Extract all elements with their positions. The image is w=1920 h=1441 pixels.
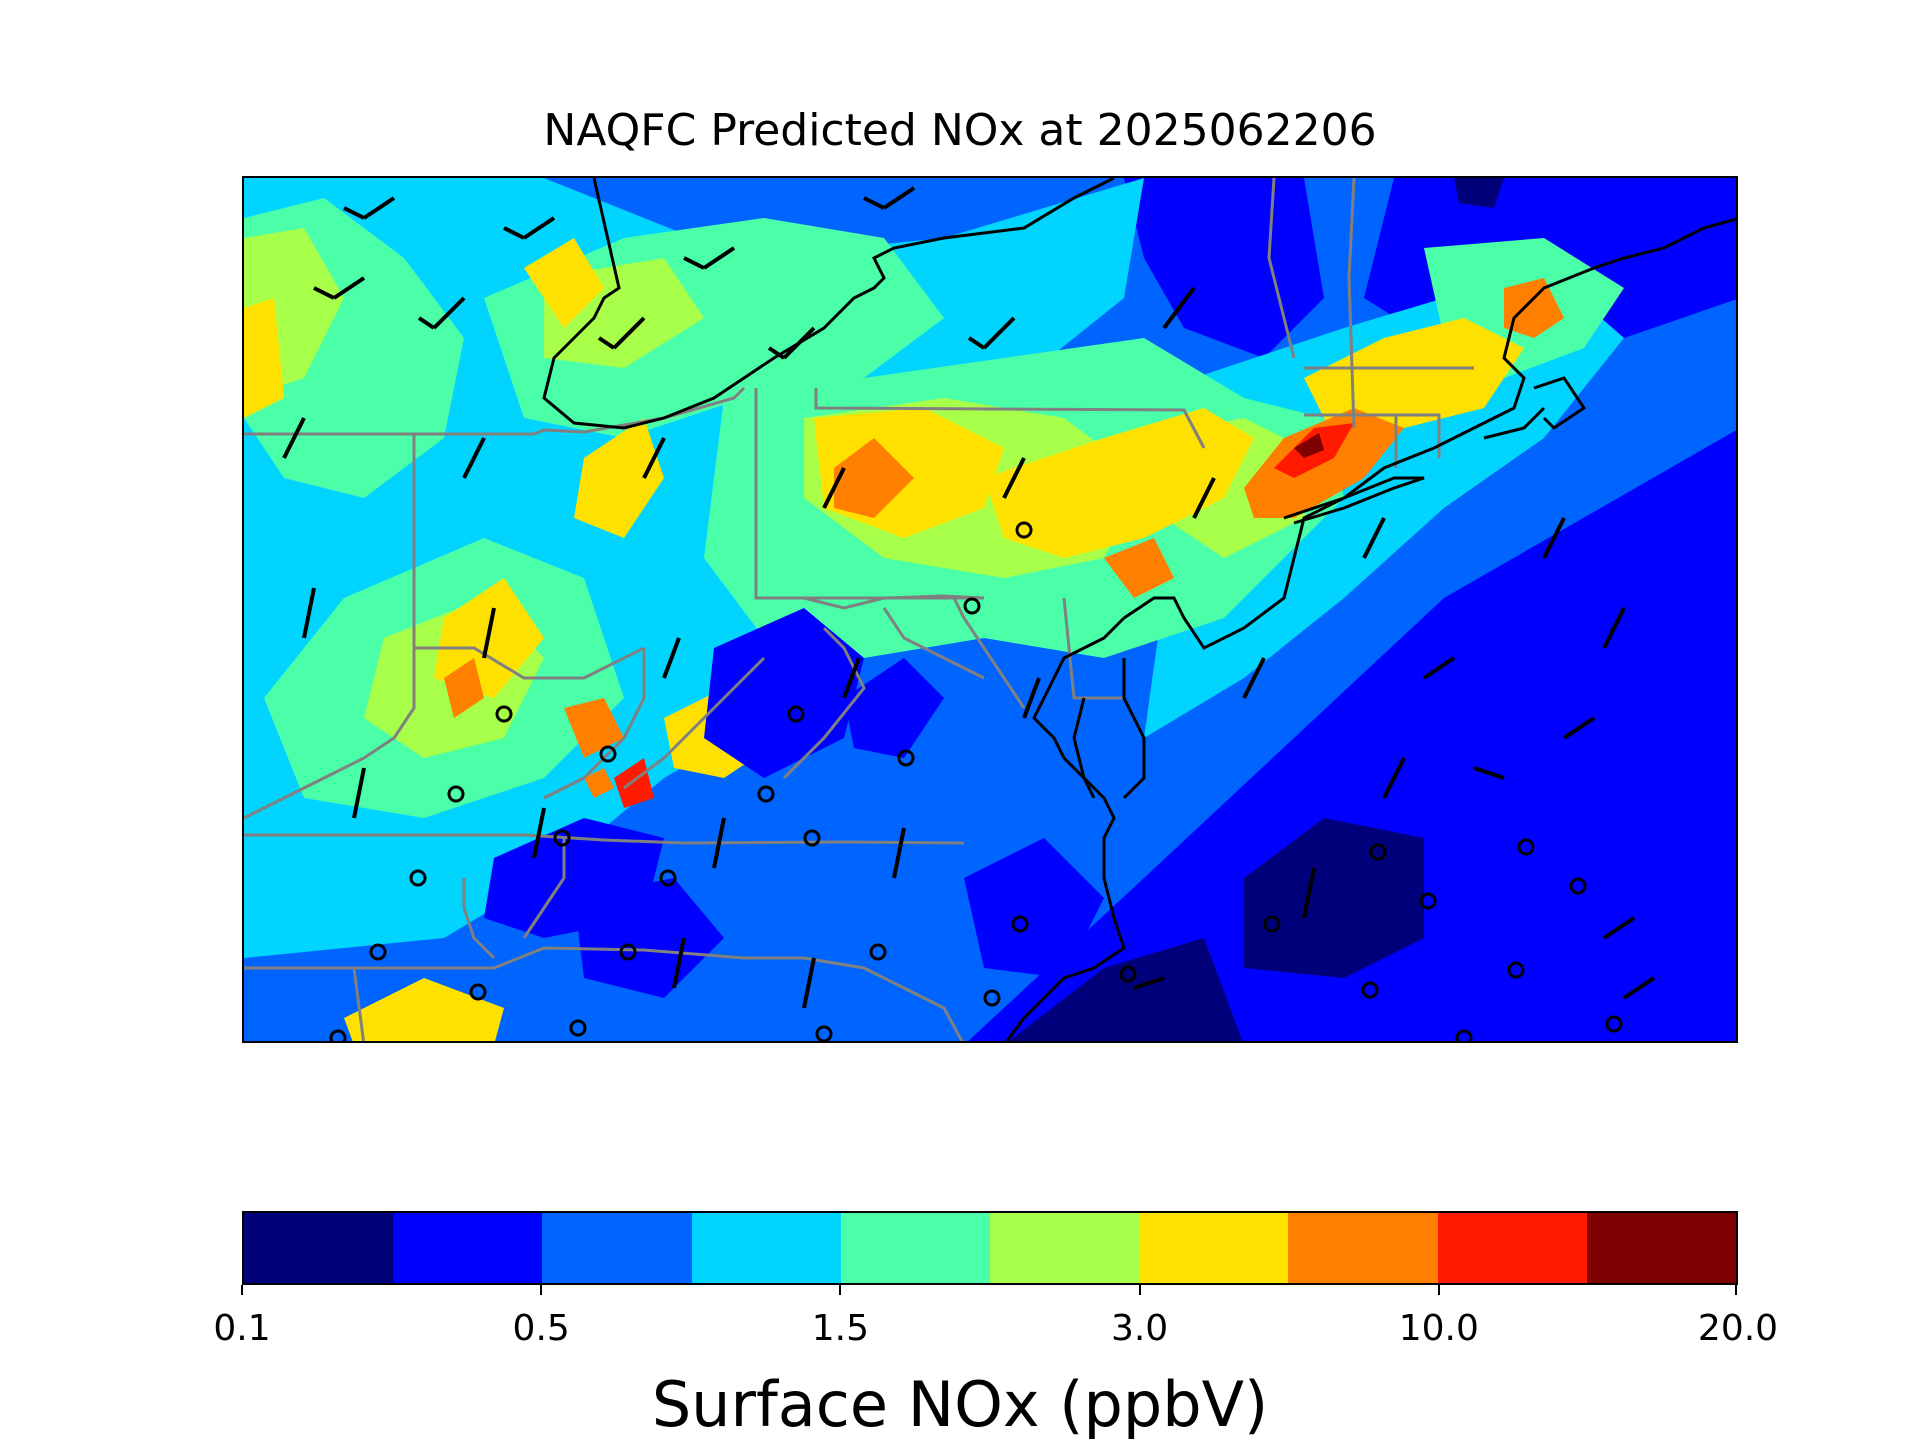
colorbar-tick-label: 10.0 [1398, 1308, 1479, 1349]
wind-barbs [282, 186, 1656, 1009]
nox-map-panel [242, 176, 1738, 1043]
concentration-field [244, 178, 1736, 1041]
colorbar-segment [1288, 1213, 1438, 1283]
colorbar-tick [1138, 1285, 1141, 1295]
calm-wind-markers [329, 521, 1623, 1041]
colorbar-segment [1437, 1213, 1587, 1283]
state-boundaries [244, 178, 1474, 1041]
colorbar-segment [990, 1213, 1140, 1283]
colorbar-label: Surface NOx (ppbV) [651, 1368, 1269, 1441]
colorbar-tick [1735, 1285, 1737, 1295]
nox-concentration-map [244, 178, 1736, 1041]
map-title: NAQFC Predicted NOx at 2025062206 [543, 105, 1377, 156]
colorbar-segment [840, 1213, 991, 1283]
colorbar-segment [542, 1213, 692, 1283]
colorbar-segment [244, 1213, 394, 1283]
colorbar-tick-label: 1.5 [811, 1308, 870, 1349]
colorbar-segment [691, 1213, 841, 1283]
colorbar-tick-label: 20.0 [1697, 1308, 1779, 1349]
colorbar [242, 1211, 1738, 1285]
colorbar-tick [540, 1285, 543, 1295]
colorbar-ticks [241, 1285, 1738, 1297]
colorbar-tick [1437, 1285, 1440, 1295]
colorbar-tick-label: 0.5 [512, 1308, 570, 1349]
colorbar-segment [1586, 1213, 1737, 1283]
colorbar-tick [839, 1285, 842, 1295]
coastlines [542, 178, 1736, 1041]
colorbar-tick [241, 1285, 243, 1295]
colorbar-tick-label: 3.0 [1110, 1308, 1169, 1349]
colorbar-tick-label: 0.1 [213, 1308, 271, 1349]
colorbar-segment [1139, 1213, 1289, 1283]
colorbar-segment [393, 1213, 543, 1283]
